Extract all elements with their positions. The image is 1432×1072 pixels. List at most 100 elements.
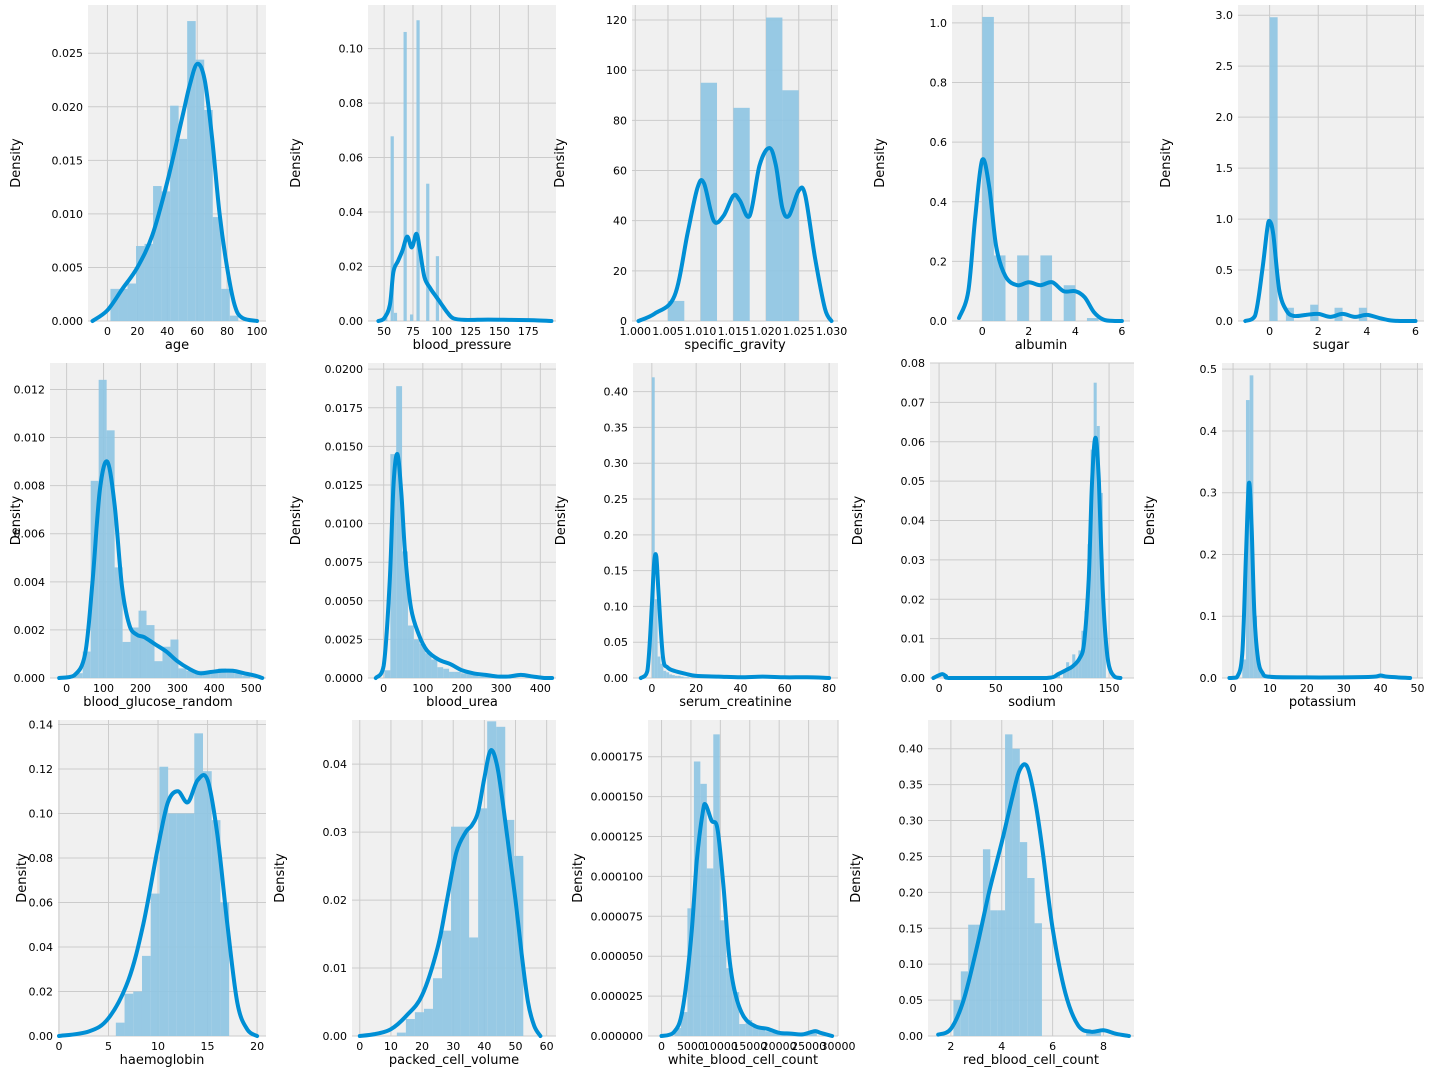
histogram-bar: [431, 659, 438, 678]
x-tick-label: 0: [658, 1040, 665, 1053]
histogram-bar: [1027, 878, 1035, 1036]
y-tick-label: 0.02: [29, 985, 54, 998]
histogram-bar: [106, 430, 115, 678]
y-tick-label: 0.004: [14, 576, 46, 589]
histogram-bar: [153, 186, 162, 321]
x-tick-label: 0: [936, 682, 943, 695]
histogram-bar: [115, 1022, 125, 1036]
y-tick-label: 0.03: [323, 826, 348, 839]
histogram-bar: [1017, 255, 1029, 321]
x-tick-label: 4: [998, 1040, 1005, 1053]
chart-blood-urea: 0 100 200 300 400 0.0000 0.0025 0.0050 0.0075 0.0…: [289, 363, 556, 710]
x-tick-label: 100: [247, 325, 268, 338]
histogram-bar: [220, 902, 230, 1036]
x-tick-label: 200: [130, 682, 151, 695]
histogram-bar: [1040, 255, 1053, 321]
x-tick-label: 100: [1042, 682, 1063, 695]
y-tick-label: 0.012: [14, 383, 46, 396]
x-tick-label: 1.005: [652, 325, 684, 338]
histogram-bar: [1084, 611, 1088, 678]
histogram-bar: [975, 924, 983, 1036]
x-tick-label: 400: [204, 682, 225, 695]
chart-age: 0 20 40 60 80 100 0.000 0.005 0.010 0.015 0.020 0.0…: [9, 5, 268, 353]
histogram-bar: [687, 908, 694, 1036]
y-tick-label: 0.006: [14, 528, 46, 541]
histogram-bar: [663, 670, 667, 678]
kde-line: [931, 435, 1123, 680]
chart-serum-creatinine: 0 20 40 60 80 0.00 0.05 0.10 0.15 0.20 0.25 0.30 0.3…: [554, 363, 838, 710]
y-tick-label: 0.6: [930, 136, 948, 149]
y-axis-label: Density: [273, 853, 288, 903]
y-tick-label: 0.0025: [325, 633, 364, 646]
histogram-bar: [403, 31, 407, 322]
histogram-bar: [176, 813, 186, 1036]
histogram-bar: [210, 670, 219, 678]
x-tick-label: 50: [989, 682, 1003, 695]
histogram-bar: [726, 968, 733, 1036]
x-axis-label: specific_gravity: [684, 338, 786, 353]
histogram-bar: [234, 673, 243, 678]
y-tick-label: 0.0: [1216, 315, 1234, 328]
y-tick-label: 0.025: [52, 47, 84, 60]
histogram-bar: [733, 107, 750, 321]
x-tick-label: 20: [1300, 682, 1314, 695]
y-tick-label: 0.0050: [325, 595, 364, 608]
y-tick-label: 0.0: [1200, 672, 1218, 685]
y-tick-label: 0.30: [899, 815, 924, 828]
histogram-bar: [426, 183, 430, 321]
histogram-bar: [1034, 923, 1042, 1036]
x-tick-label: 20: [415, 1040, 429, 1053]
histogram-bar: [706, 868, 714, 1036]
histogram-bar: [435, 256, 440, 321]
histogram-bar: [110, 288, 119, 321]
y-tick-label: 0.05: [604, 636, 629, 649]
x-tick-label: 300: [491, 682, 512, 695]
histogram-bar: [384, 670, 391, 678]
x-tick-label: 6: [1412, 325, 1419, 338]
histogram-bar: [162, 646, 171, 678]
y-tick-label: 0.25: [899, 850, 924, 863]
histogram-bar: [1086, 1031, 1094, 1036]
x-tick-label: 1.020: [750, 325, 782, 338]
x-tick-label: 50: [377, 325, 391, 338]
x-tick-label: 80: [822, 682, 836, 695]
kde-line: [90, 61, 259, 323]
y-tick-label: 0.0150: [325, 440, 364, 453]
histogram-bar: [460, 826, 470, 1036]
x-axis-label: red_blood_cell_count: [963, 1053, 1099, 1068]
y-axis-label: Density: [1143, 495, 1158, 545]
histogram-bar: [732, 992, 740, 1036]
histogram-bar: [765, 1031, 772, 1036]
histogram-bar: [203, 771, 212, 1036]
histogram-bar: [782, 90, 799, 322]
x-tick-label: 0: [979, 325, 986, 338]
y-tick-label: 0.010: [52, 208, 84, 221]
y-tick-label: 60: [613, 165, 627, 178]
y-tick-label: 0.20: [604, 529, 629, 542]
histogram-bar: [194, 733, 204, 1036]
histogram-bar: [1075, 662, 1079, 678]
y-tick-label: 0.00: [901, 672, 926, 685]
y-tick-label: 0.14: [29, 718, 54, 731]
x-tick-label: 2: [947, 1040, 954, 1053]
histogram-bar: [218, 668, 227, 678]
y-tick-label: 100: [606, 64, 627, 77]
histogram-bar: [138, 610, 147, 678]
y-axis-label: Density: [554, 495, 569, 545]
kde-line: [357, 748, 543, 1038]
y-tick-label: 0.01: [323, 962, 348, 975]
y-tick-label: 0.00: [29, 1030, 54, 1043]
y-tick-label: 0.000100: [591, 870, 644, 883]
histogram-bar: [124, 993, 134, 1036]
x-tick-label: 50: [509, 1040, 523, 1053]
chart-haemoglobin: 0 5 10 15 20 0.00 0.02 0.04 0.06 0.08 0.10 0.12 0.14…: [15, 718, 266, 1068]
histogram-bar: [212, 217, 222, 321]
plot-area: [648, 720, 838, 1036]
histogram-bar: [472, 674, 479, 678]
y-tick-label: 0.2: [930, 255, 948, 268]
y-tick-label: 1.5: [1216, 162, 1234, 175]
kde-line: [57, 459, 265, 680]
y-tick-label: 0.02: [901, 593, 926, 606]
histogram-bar: [82, 651, 91, 678]
